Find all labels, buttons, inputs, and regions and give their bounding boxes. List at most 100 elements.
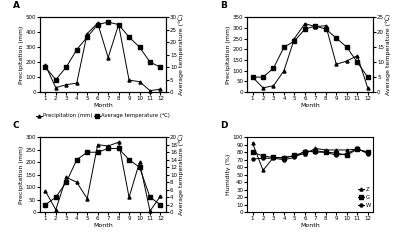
- Y-axis label: Precipitation (mm): Precipitation (mm): [19, 25, 24, 84]
- W: [344, 152, 349, 155]
- Y-axis label: Average temperature (℃): Average temperature (℃): [385, 14, 391, 95]
- G: [282, 157, 286, 160]
- W: [365, 152, 370, 155]
- Precipitation (mm): [344, 60, 349, 62]
- Average temperature (℃): [74, 158, 79, 161]
- Precipitation (mm): [250, 76, 255, 79]
- Precipitation (mm): [355, 54, 360, 57]
- Text: A: A: [12, 0, 20, 10]
- Y-axis label: Average temperature (℃): Average temperature (℃): [178, 14, 184, 95]
- Average temperature (℃): [116, 23, 121, 26]
- Y-axis label: Average temperature (℃): Average temperature (℃): [178, 134, 184, 215]
- Average temperature (℃): [137, 46, 142, 49]
- Y-axis label: Precipitation (mm): Precipitation (mm): [226, 25, 231, 84]
- G: [355, 148, 360, 151]
- Precipitation (mm): [74, 181, 79, 184]
- G: [313, 149, 318, 152]
- Line: G: G: [251, 148, 369, 160]
- Precipitation (mm): [64, 176, 69, 179]
- Precipitation (mm): [53, 208, 58, 211]
- Y-axis label: Humidity (%): Humidity (%): [226, 154, 231, 195]
- Precipitation (mm): [261, 86, 265, 89]
- Line: Average temperature (℃): Average temperature (℃): [44, 147, 162, 206]
- Z: [324, 149, 328, 152]
- Precipitation (mm): [64, 83, 69, 86]
- Precipitation (mm): [302, 22, 307, 25]
- Precipitation (mm): [74, 82, 79, 85]
- Precipitation (mm): [95, 22, 100, 25]
- W: [324, 151, 328, 154]
- Precipitation (mm): [95, 143, 100, 146]
- Average temperature (℃): [53, 78, 58, 81]
- Line: Precipitation (mm): Precipitation (mm): [44, 141, 162, 213]
- W: [292, 156, 297, 159]
- Line: Average temperature (℃): Average temperature (℃): [44, 20, 162, 81]
- Average temperature (℃): [261, 76, 265, 79]
- G: [250, 151, 255, 154]
- Average temperature (℃): [148, 196, 152, 199]
- G: [344, 154, 349, 157]
- Average temperature (℃): [85, 151, 89, 154]
- Average temperature (℃): [250, 76, 255, 79]
- Average temperature (℃): [355, 61, 360, 64]
- Average temperature (℃): [106, 21, 111, 24]
- G: [334, 152, 339, 154]
- Average temperature (℃): [324, 28, 328, 30]
- Precipitation (mm): [85, 197, 89, 200]
- Precipitation (mm): [53, 86, 58, 89]
- Precipitation (mm): [106, 144, 111, 147]
- Z: [365, 151, 370, 154]
- Average temperature (℃): [344, 46, 349, 49]
- Precipitation (mm): [334, 63, 339, 66]
- Precipitation (mm): [148, 89, 152, 92]
- Z: [313, 147, 318, 150]
- Average temperature (℃): [292, 40, 297, 42]
- Precipitation (mm): [127, 79, 132, 81]
- Z: [334, 149, 339, 152]
- Average temperature (℃): [127, 158, 132, 161]
- Average temperature (℃): [106, 147, 111, 150]
- X-axis label: Month: Month: [93, 103, 113, 108]
- Text: C: C: [12, 121, 19, 130]
- Precipitation (mm): [85, 32, 89, 35]
- W: [271, 157, 276, 160]
- Y-axis label: Precipitation (mm): Precipitation (mm): [19, 146, 24, 204]
- Z: [292, 154, 297, 157]
- Average temperature (℃): [302, 28, 307, 30]
- W: [261, 157, 265, 160]
- Average temperature (℃): [313, 25, 318, 28]
- Average temperature (℃): [334, 37, 339, 40]
- G: [324, 151, 328, 154]
- Average temperature (℃): [148, 61, 152, 64]
- Precipitation (mm): [292, 37, 297, 40]
- Z: [261, 169, 265, 172]
- G: [271, 156, 276, 159]
- W: [282, 158, 286, 161]
- Average temperature (℃): [271, 67, 276, 70]
- Average temperature (℃): [127, 36, 132, 39]
- Precipitation (mm): [365, 86, 370, 89]
- W: [355, 147, 360, 150]
- Average temperature (℃): [64, 66, 69, 69]
- Text: B: B: [220, 0, 227, 10]
- Precipitation (mm): [116, 23, 121, 26]
- Precipitation (mm): [127, 196, 132, 199]
- Average temperature (℃): [53, 196, 58, 199]
- W: [302, 149, 307, 152]
- Average temperature (℃): [137, 166, 142, 169]
- Precipitation (mm): [158, 194, 163, 197]
- W: [313, 151, 318, 154]
- Z: [271, 156, 276, 159]
- Average temperature (℃): [116, 147, 121, 150]
- Average temperature (℃): [282, 46, 286, 49]
- Average temperature (℃): [85, 36, 89, 39]
- Z: [344, 149, 349, 152]
- G: [365, 151, 370, 154]
- Line: Average temperature (℃): Average temperature (℃): [251, 25, 369, 79]
- Precipitation (mm): [137, 161, 142, 164]
- Legend: Z, G, W: Z, G, W: [356, 185, 373, 210]
- Average temperature (℃): [95, 151, 100, 154]
- Average temperature (℃): [43, 203, 48, 206]
- Precipitation (mm): [148, 210, 152, 213]
- Precipitation (mm): [158, 88, 163, 91]
